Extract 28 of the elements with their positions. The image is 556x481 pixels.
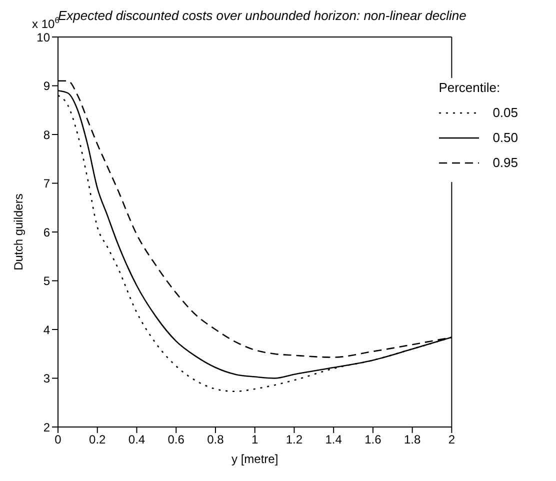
x-tick-label: 1.6: [364, 432, 382, 447]
x-axis-title: y [metre]: [232, 452, 278, 466]
x-tick-label: 1.4: [325, 432, 342, 447]
y-tick-label: 3: [43, 372, 50, 386]
x-tick-label: 0.6: [168, 432, 185, 447]
y-tick-label: 9: [43, 79, 50, 94]
y-axis-title: Dutch guilders: [11, 194, 26, 270]
x-tick-label: 0: [54, 432, 62, 447]
legend-title: Percentile:: [438, 80, 502, 95]
y-tick-label: 4: [43, 322, 50, 337]
y-tick-label: 8: [43, 128, 50, 142]
legend-label: 0.50: [492, 130, 518, 145]
chart-title: Expected discounted costs over unbounded horizon: non-linear decline: [58, 8, 466, 23]
y-tick-label: 5: [43, 274, 50, 288]
y-tick-label: 6: [43, 225, 50, 240]
text: x 10$^{6}$: [32, 15, 60, 31]
x-tick-label: 0.2: [89, 432, 106, 447]
x-tick-label: 1: [252, 432, 258, 447]
legend-label: 0.95: [492, 155, 518, 170]
x-tick-label: 1.2: [286, 432, 303, 447]
legend-label: 0.05: [492, 105, 518, 120]
y-tick-label: 7: [43, 176, 50, 191]
y-tick-label: 2: [43, 420, 50, 434]
x-tick-label: 1.8: [404, 432, 421, 447]
x-tick-label: 0.4: [128, 432, 146, 447]
y-tick-label: 10: [36, 30, 50, 44]
x-tick-label: 2: [448, 432, 456, 447]
x-tick-label: 0.8: [207, 432, 224, 447]
